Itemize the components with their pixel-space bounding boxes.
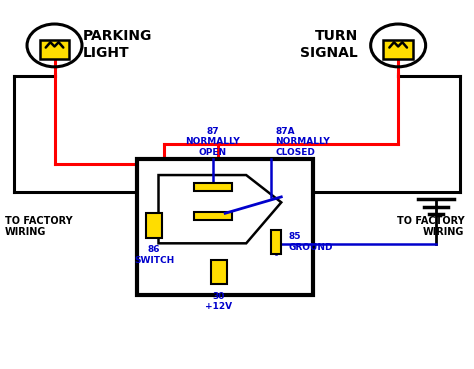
Bar (193, 183, 232, 192)
Text: TURN
SIGNAL: TURN SIGNAL (300, 29, 358, 60)
Bar (383, 40, 413, 59)
Bar (271, 230, 281, 254)
Text: PARKING
LIGHT: PARKING LIGHT (83, 29, 152, 60)
Bar (137, 159, 313, 295)
Bar (193, 212, 232, 220)
Text: TO FACTORY
WIRING: TO FACTORY WIRING (397, 216, 465, 238)
Text: 86
SWITCH: 86 SWITCH (134, 245, 174, 265)
Bar (211, 260, 227, 284)
Bar (40, 40, 69, 59)
Text: 85
GROUND: 85 GROUND (288, 232, 333, 252)
Text: 30
+12V: 30 +12V (205, 292, 233, 311)
Text: 87A
NORMALLY
CLOSED: 87A NORMALLY CLOSED (275, 127, 330, 157)
Text: 87
NORMALLY
OPEN: 87 NORMALLY OPEN (185, 127, 240, 157)
Text: TO FACTORY
WIRING: TO FACTORY WIRING (5, 216, 73, 238)
Bar (146, 213, 162, 238)
